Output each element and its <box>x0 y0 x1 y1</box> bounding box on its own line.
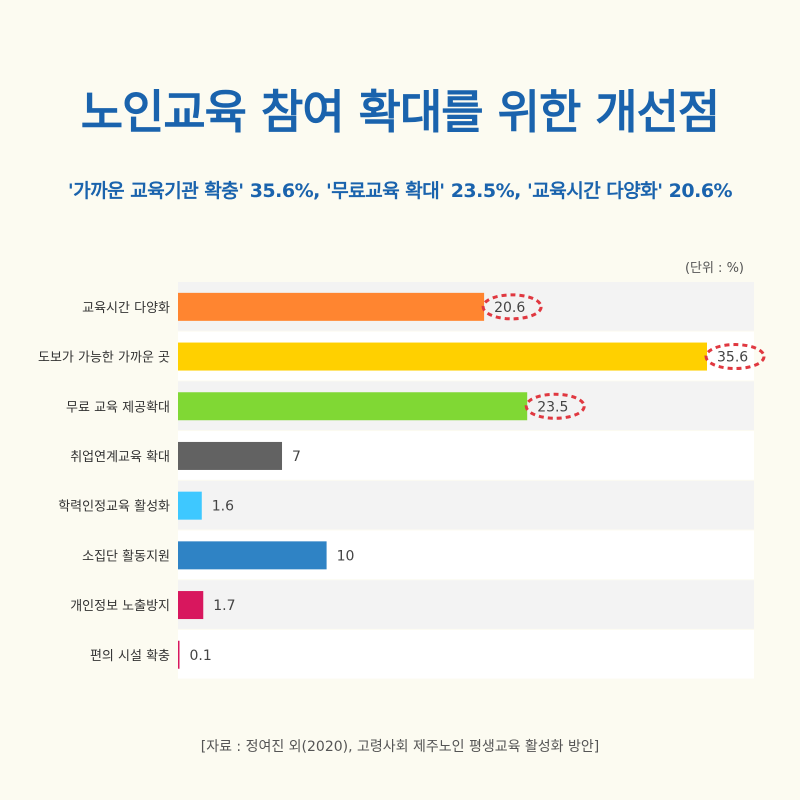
bar <box>178 591 204 620</box>
category-label: 무료 교육 제공확대 <box>66 400 170 415</box>
category-label: 소집단 활동지원 <box>82 549 170 564</box>
value-label: 0.1 <box>190 648 212 664</box>
row-background <box>178 480 754 530</box>
bar <box>178 342 707 371</box>
row-background <box>178 629 754 679</box>
source-note: [자료 : 정여진 외(2020), 고령사회 제주노인 평생교육 활성화 방안… <box>200 739 600 755</box>
value-label: 23.5 <box>537 399 568 415</box>
value-label: 1.7 <box>213 598 235 614</box>
highlight-circle <box>704 343 766 371</box>
category-label: 편의 시설 확충 <box>90 649 170 664</box>
bar <box>178 640 180 669</box>
bar <box>178 392 528 421</box>
unit-label: (단위 : %) <box>685 261 744 276</box>
category-label: 교육시간 다양화 <box>82 301 170 316</box>
category-label: 학력인정교육 활성화 <box>58 500 170 515</box>
value-label: 1.6 <box>212 499 234 515</box>
value-label: 35.6 <box>717 350 748 366</box>
category-label: 개인정보 노출방지 <box>70 599 170 614</box>
bar <box>178 292 485 321</box>
value-label: 10 <box>337 548 355 564</box>
highlight-circle <box>481 293 543 321</box>
category-label: 취업연계교육 확대 <box>70 450 170 465</box>
bar <box>178 541 327 570</box>
value-label: 20.6 <box>494 300 525 316</box>
bar <box>178 441 283 470</box>
bar <box>178 491 202 520</box>
page-title: 노인교육 참여 확대를 위한 개선점 <box>80 85 721 139</box>
highlight-circle <box>524 392 586 420</box>
value-label: 7 <box>292 449 301 465</box>
category-label: 도보가 가능한 가까운 곳 <box>38 351 170 366</box>
page-subtitle: '가까운 교육기관 확충' 35.6%, '무료교육 확대' 23.5%, '교… <box>67 180 733 202</box>
row-background <box>178 580 754 629</box>
